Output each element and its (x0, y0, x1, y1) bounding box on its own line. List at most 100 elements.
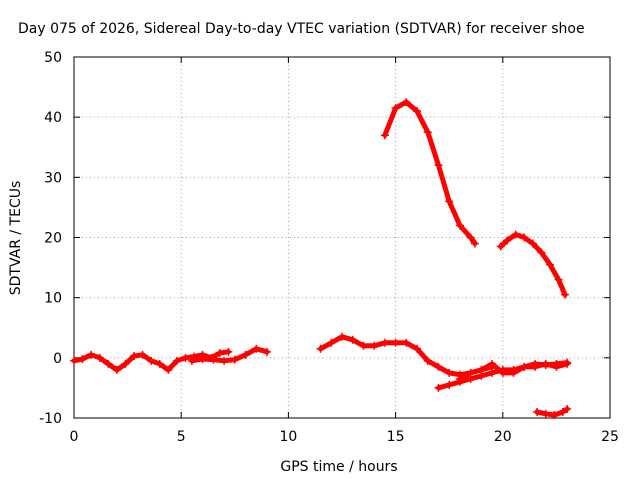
y-tick-label: 20 (44, 231, 62, 247)
data-point-marker (455, 221, 464, 230)
data-point-marker (121, 359, 130, 368)
data-point-marker (230, 355, 239, 364)
data-point-marker (155, 359, 164, 368)
data-point-marker (87, 350, 96, 359)
data-point-marker (380, 131, 389, 140)
data-point-marker (550, 410, 559, 419)
data-point-marker (503, 236, 512, 245)
y-axis-label: SDTVAR / TECUs (8, 181, 24, 296)
data-point-marker (391, 338, 400, 347)
data-point-marker (537, 248, 546, 257)
data-point-marker (224, 347, 233, 356)
series-arc-2 (187, 344, 271, 365)
y-tick-label: 0 (53, 351, 62, 367)
data-point-marker (327, 338, 336, 347)
data-point-marker (348, 335, 357, 344)
data-point-marker (496, 242, 505, 251)
x-axis-label: GPS time / hours (280, 459, 397, 475)
data-point-marker (70, 356, 78, 365)
data-point-marker (209, 355, 218, 364)
data-point-marker (552, 362, 561, 371)
data-point-marker (413, 107, 422, 116)
data-point-marker (445, 380, 454, 389)
data-point-marker (187, 356, 196, 365)
data-point-marker (338, 332, 346, 341)
data-point-marker (455, 374, 464, 383)
data-point-marker (554, 275, 563, 284)
data-point-marker (423, 128, 432, 137)
data-point-marker (470, 239, 479, 248)
data-point-marker (466, 368, 475, 377)
data-point-marker (316, 344, 325, 353)
data-point-marker (370, 341, 379, 350)
data-point-marker (138, 350, 147, 359)
data-point-marker (78, 355, 87, 364)
data-point-marker (528, 239, 537, 248)
data-point-marker (509, 368, 518, 377)
series-arc-8 (533, 404, 572, 419)
data-point-marker (560, 290, 569, 299)
data-point-marker (541, 409, 550, 418)
data-point-marker (215, 349, 224, 358)
data-point-marker (413, 344, 422, 353)
data-point-marker (104, 359, 113, 368)
data-point-marker (545, 260, 554, 269)
data-point-marker (147, 356, 156, 365)
x-tick-label: 10 (279, 429, 297, 445)
data-point-marker (488, 359, 497, 368)
data-point-marker (466, 233, 475, 242)
data-point-marker (488, 368, 497, 377)
data-point-marker (95, 353, 104, 362)
data-point-marker (130, 352, 139, 361)
data-point-marker (262, 347, 271, 356)
y-tick-label: -10 (39, 411, 62, 427)
data-point-marker (563, 359, 572, 368)
x-tick-label: 15 (387, 429, 405, 445)
x-tick-label: 25 (601, 429, 619, 445)
y-tick-label: 10 (44, 291, 62, 307)
data-point-marker (434, 362, 443, 371)
data-point-marker (423, 356, 432, 365)
data-point-marker (511, 230, 520, 239)
data-point-marker (558, 407, 567, 416)
data-point-marker (520, 233, 529, 242)
data-point-marker (380, 338, 389, 347)
chart-title: Day 075 of 2026, Sidereal Day-to-day VTE… (18, 21, 585, 37)
grid-lines (74, 57, 610, 418)
y-tick-label: 40 (44, 110, 62, 126)
series-line (382, 99, 478, 246)
data-point-marker (533, 407, 542, 416)
data-point-marker (520, 362, 529, 371)
data-point-marker (563, 404, 572, 413)
x-tick-label: 0 (70, 429, 79, 445)
x-tick-label: 5 (177, 429, 186, 445)
data-point-marker (172, 356, 181, 365)
data-point-marker (402, 338, 411, 347)
data-point-marker (434, 161, 443, 170)
y-tick-label: 30 (44, 170, 62, 186)
data-point-marker (402, 98, 411, 107)
data-point-marker (359, 341, 368, 350)
series-arc-4 (380, 98, 479, 248)
data-point-marker (164, 365, 173, 374)
x-tick-label: 20 (494, 429, 512, 445)
data-point-marker (241, 350, 250, 359)
data-point-marker (541, 359, 550, 368)
axis-ticks (73, 56, 611, 419)
data-point-marker (198, 355, 207, 364)
data-series (70, 98, 572, 419)
data-point-marker (498, 368, 507, 377)
data-point-marker (445, 197, 454, 206)
series-arc-1 (70, 347, 233, 374)
data-point-marker (112, 365, 121, 374)
data-point-marker (252, 344, 261, 353)
data-point-marker (530, 362, 539, 371)
data-point-marker (220, 356, 229, 365)
data-point-marker (434, 383, 443, 392)
series-arc-6 (455, 359, 572, 383)
series-arc-7 (496, 230, 569, 299)
y-tick-label: 50 (44, 50, 62, 66)
data-point-marker (391, 104, 400, 113)
data-point-marker (181, 353, 190, 362)
